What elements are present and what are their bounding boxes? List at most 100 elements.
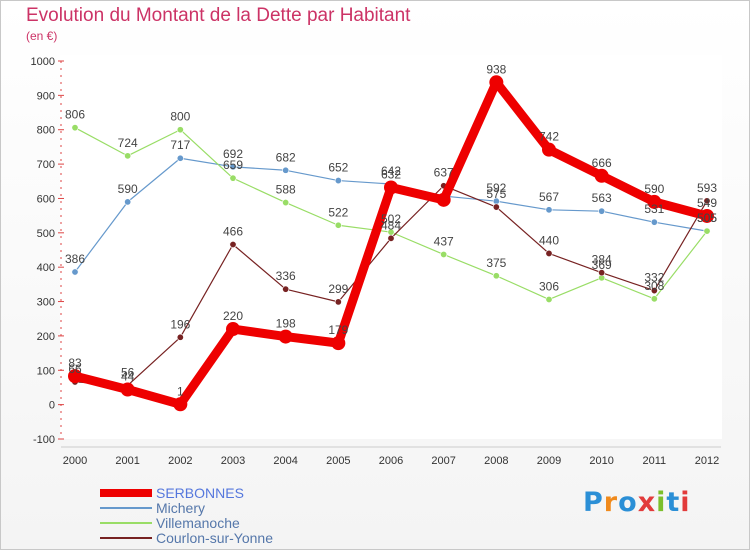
data-point-courlon-sur-yonne [598,269,606,277]
data-label-courlon-sur-yonne: 440 [539,233,559,247]
data-label-serbonnes: 666 [592,156,612,170]
x-tick-label: 2008 [484,455,508,467]
data-point-courlon-sur-yonne [387,234,395,242]
x-tick-label: 2011 [643,455,667,467]
data-point-courlon-sur-yonne [650,287,658,295]
data-point-serbonnes [647,194,662,209]
data-point-villemanoche [492,272,500,280]
data-label-serbonnes: 83 [68,356,82,370]
data-point-serbonnes [68,369,82,384]
x-tick-label: 2012 [695,455,719,467]
data-label-villemanoche: 369 [592,258,612,272]
line-chart: -100 0 100 200 300 400 500 600 700 800 900 1000 2000… [31,55,722,467]
data-point-villemanoche [650,295,658,303]
data-label-serbonnes: 44 [121,370,135,384]
y-tick-label: 900 [37,90,55,102]
data-point-courlon-sur-yonne [334,298,342,306]
y-tick-label: 0 [49,400,55,412]
data-label-courlon-sur-yonne: 466 [223,225,243,239]
data-label-michery: 717 [170,138,190,152]
data-label-villemanoche: 806 [65,108,85,122]
data-point-courlon-sur-yonne [703,197,711,205]
data-point-courlon-sur-yonne [176,333,184,341]
data-point-serbonnes [700,208,714,223]
data-point-michery [282,166,290,174]
data-point-villemanoche [124,152,132,160]
legend-swatch [100,507,152,509]
legend-label: SERBONNES [156,485,244,501]
data-point-villemanoche [440,250,448,258]
data-point-serbonnes [489,75,504,90]
x-tick-label: 2007 [431,455,455,467]
data-point-serbonnes [226,322,240,337]
data-point-courlon-sur-yonne [282,285,290,293]
data-label-michery: 563 [592,191,612,205]
legend-swatch [100,537,152,539]
brand-letter: P [583,487,604,518]
legend-label: Courlon-sur-Yonne [156,530,273,546]
y-tick-label: 300 [37,297,55,309]
data-label-serbonnes: 179 [328,323,348,337]
data-point-michery [650,218,658,226]
data-label-michery: 592 [486,181,506,195]
data-point-serbonnes [331,336,346,351]
x-tick-label: 2006 [379,455,403,467]
data-point-michery [545,206,553,214]
data-point-serbonnes [436,192,451,207]
x-tick-label: 2004 [273,455,297,467]
data-point-michery [71,268,79,276]
legend-swatch [100,522,152,524]
legend-label: Michery [156,500,206,516]
data-point-villemanoche [71,124,79,132]
data-label-courlon-sur-yonne: 593 [697,181,717,195]
data-label-courlon-sur-yonne: 637 [434,166,454,180]
y-tick-label: 400 [37,262,55,274]
data-label-michery: 505 [697,211,717,225]
brand-letter: x [637,487,657,518]
brand-letter: i [656,487,667,518]
data-label-courlon-sur-yonne: 66 [68,362,82,376]
data-label-villemanoche: 308 [644,279,664,293]
data-point-serbonnes [594,168,609,183]
y-tick-label: 1000 [31,56,55,68]
data-label-michery: 590 [118,182,138,196]
data-point-courlon-sur-yonne [229,241,237,249]
legend-label: Villemanoche [156,515,240,531]
data-point-serbonnes [542,142,556,157]
data-label-serbonnes: 938 [486,62,506,76]
data-label-serbonnes: 549 [697,196,717,210]
y-tick-label: -100 [33,434,55,446]
data-label-michery: 692 [223,147,243,161]
data-label-michery: 567 [539,190,559,204]
data-point-serbonnes [384,180,398,195]
y-tick-label: 100 [37,365,55,377]
data-label-villemanoche: 502 [381,212,401,226]
data-label-serbonnes: 220 [223,309,243,323]
data-point-villemanoche [545,295,553,303]
data-point-serbonnes [278,329,293,344]
data-label-villemanoche: 306 [539,279,559,293]
data-label-courlon-sur-yonne: 575 [486,187,506,201]
data-label-michery: 386 [65,252,85,266]
data-label-courlon-sur-yonne: 56 [121,365,135,379]
data-label-villemanoche: 800 [170,110,190,124]
data-label-courlon-sur-yonne: 299 [328,282,348,296]
data-point-michery [598,207,606,215]
brand-letter: t [666,487,681,518]
data-label-villemanoche: 588 [276,183,296,197]
legend-item-serbonnes: SERBONNES [100,485,400,501]
data-label-serbonnes: 198 [276,317,296,331]
data-label-courlon-sur-yonne: 336 [276,269,296,283]
data-point-villemanoche [176,126,184,134]
data-label-villemanoche: 659 [223,158,243,172]
data-point-courlon-sur-yonne [545,249,553,257]
data-label-villemanoche: 437 [434,234,454,248]
data-label-villemanoche: 522 [328,205,348,219]
x-tick-label: 2000 [63,455,87,467]
x-tick-label: 2003 [221,455,245,467]
brand-letter: r [603,487,619,518]
data-point-villemanoche [282,199,290,207]
data-label-serbonnes: 590 [644,182,664,196]
data-point-michery [229,163,237,171]
data-point-serbonnes [173,397,188,412]
